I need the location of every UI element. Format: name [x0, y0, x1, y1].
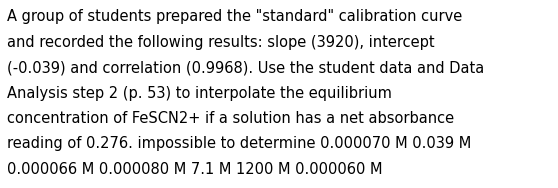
Text: reading of 0.276. impossible to determine 0.000070 M 0.039 M: reading of 0.276. impossible to determin…	[7, 136, 471, 151]
Text: (-0.039) and correlation (0.9968). Use the student data and Data: (-0.039) and correlation (0.9968). Use t…	[7, 60, 484, 75]
Text: and recorded the following results: slope (3920), intercept: and recorded the following results: slop…	[7, 35, 434, 50]
Text: A group of students prepared the "standard" calibration curve: A group of students prepared the "standa…	[7, 9, 462, 24]
Text: concentration of FeSCN2+ if a solution has a net absorbance: concentration of FeSCN2+ if a solution h…	[7, 111, 454, 126]
Text: Analysis step 2 (p. 53) to interpolate the equilibrium: Analysis step 2 (p. 53) to interpolate t…	[7, 86, 392, 101]
Text: 0.000066 M 0.000080 M 7.1 M 1200 M 0.000060 M: 0.000066 M 0.000080 M 7.1 M 1200 M 0.000…	[7, 162, 382, 177]
